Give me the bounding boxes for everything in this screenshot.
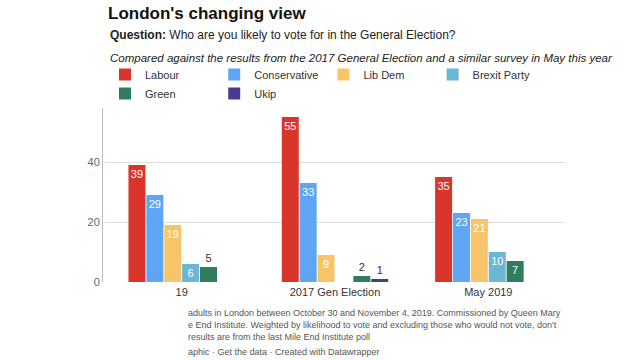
svg-text:results are from the last Mile: results are from the last Mile End Insti… (188, 332, 370, 342)
svg-text:35: 35 (437, 180, 449, 192)
svg-text:e End Institute. Weighted by l: e End Institute. Weighted by likelihood … (188, 320, 557, 330)
svg-text:20: 20 (88, 216, 100, 228)
svg-text:2: 2 (359, 261, 365, 273)
svg-text:33: 33 (302, 186, 314, 198)
svg-text:39: 39 (131, 168, 143, 180)
svg-text:55: 55 (284, 120, 296, 132)
svg-text:23: 23 (455, 216, 467, 228)
svg-text:Brexit Party: Brexit Party (473, 69, 530, 81)
svg-text:9: 9 (323, 258, 329, 270)
svg-text:adults in London between Octob: adults in London between October 30 and … (188, 308, 561, 318)
svg-text:Question: Who are you likely t: Question: Who are you likely to vote for… (110, 28, 456, 42)
svg-text:29: 29 (149, 198, 161, 210)
svg-text:19: 19 (167, 228, 179, 240)
svg-text:Lib Dem: Lib Dem (363, 69, 404, 81)
svg-text:6: 6 (188, 267, 194, 279)
svg-text:1: 1 (377, 264, 383, 276)
svg-text:May 2019: May 2019 (464, 286, 512, 298)
svg-text:40: 40 (88, 156, 100, 168)
svg-text:21: 21 (473, 222, 485, 234)
svg-text:2017 Gen Election: 2017 Gen Election (290, 286, 381, 298)
svg-text:Compared against the results f: Compared against the results from the 20… (110, 52, 613, 64)
svg-text:5: 5 (205, 252, 211, 264)
svg-text:Ukip: Ukip (254, 88, 276, 100)
svg-text:London's changing view: London's changing view (108, 4, 306, 23)
svg-text:Labour: Labour (145, 69, 180, 81)
svg-text:aphic · Get the data · Created: aphic · Get the data · Created with Data… (188, 347, 380, 357)
svg-text:19: 19 (176, 286, 188, 298)
svg-text:10: 10 (491, 255, 503, 267)
svg-text:0: 0 (94, 276, 100, 288)
svg-text:Green: Green (145, 88, 176, 100)
svg-text:Conservative: Conservative (254, 69, 318, 81)
svg-text:7: 7 (512, 264, 518, 276)
